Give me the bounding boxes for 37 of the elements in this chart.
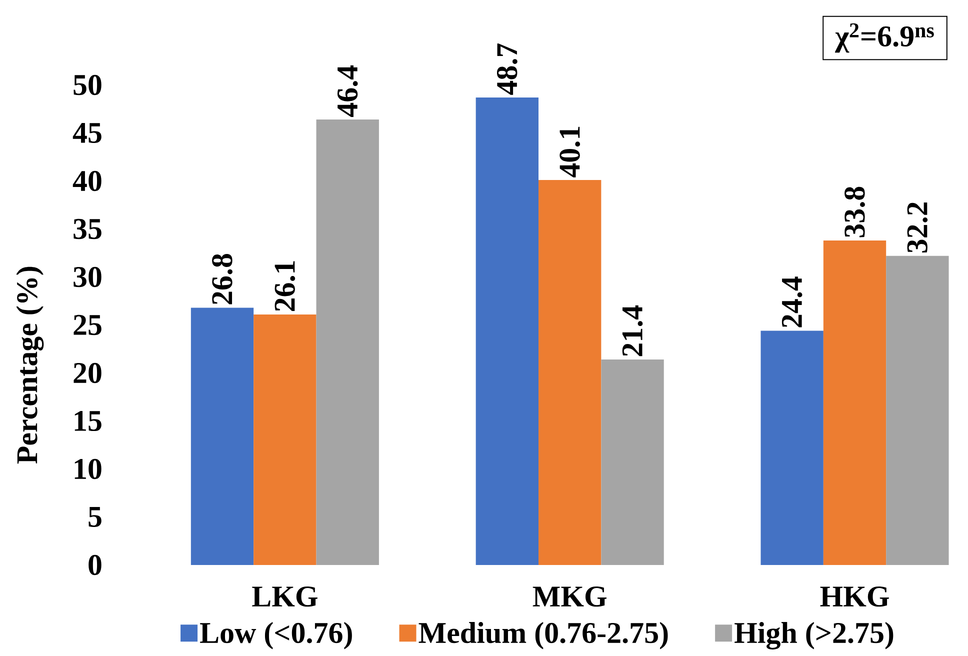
data-label: 21.4 xyxy=(622,305,643,356)
x-tick-label: LKG xyxy=(252,586,318,607)
bar xyxy=(601,360,664,565)
legend-label: High (>2.75) xyxy=(734,622,894,650)
data-label: 48.7 xyxy=(496,44,518,95)
bar xyxy=(823,240,886,565)
legend-label: Medium (0.76-2.75) xyxy=(418,622,668,650)
y-tick-label: 20 xyxy=(74,362,102,384)
text: χ$^{2}$=6.9$^{ns}$ xyxy=(835,23,934,53)
bar xyxy=(190,308,254,565)
y-tick-label: 30 xyxy=(74,266,102,288)
x-tick-label: MKG xyxy=(532,586,607,607)
data-label: 26.8 xyxy=(212,254,232,304)
y-tick-label: 10 xyxy=(74,458,102,480)
bar xyxy=(886,256,949,565)
x-tick-label: HKG xyxy=(820,586,889,607)
y-tick-label: 45 xyxy=(72,122,102,144)
y-tick-label: 15 xyxy=(74,410,102,432)
bar xyxy=(538,180,602,565)
bar xyxy=(476,97,539,565)
y-tick-label: 5 xyxy=(88,507,102,527)
y-tick-label: 0 xyxy=(88,554,102,576)
y-tick-label: 35 xyxy=(74,218,102,240)
data-label: 33.8 xyxy=(844,186,865,238)
data-label: 24.4 xyxy=(782,276,802,328)
bar xyxy=(316,120,379,565)
data-label: 26.1 xyxy=(274,261,296,311)
data-label: 40.1 xyxy=(560,126,580,178)
y-tick-label: 40 xyxy=(72,170,102,192)
legend-label: Low (<0.76) xyxy=(200,622,352,650)
data-label: 46.4 xyxy=(337,65,358,117)
data-label: 32.2 xyxy=(907,202,928,253)
y-tick-label: 25 xyxy=(74,314,102,336)
y-axis-title: Percentage (%) xyxy=(16,266,44,464)
y-tick-label: 50 xyxy=(74,74,102,96)
bar xyxy=(760,330,824,565)
bar xyxy=(254,314,316,565)
